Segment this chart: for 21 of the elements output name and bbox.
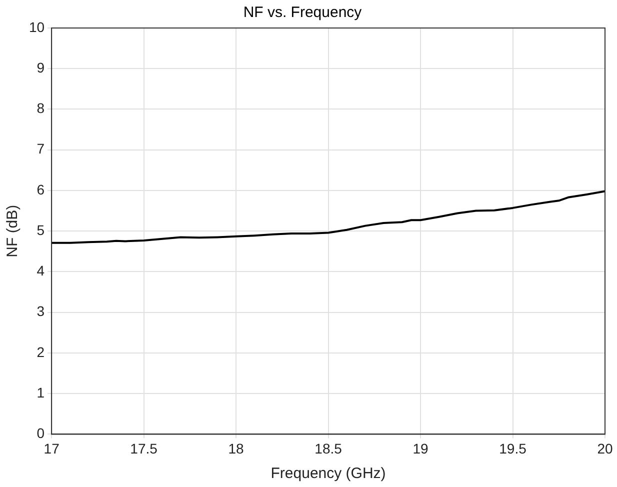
- y-tick-label: 6: [36, 181, 45, 198]
- x-tick-label: 20: [597, 440, 613, 456]
- x-tick-label: 18.5: [314, 440, 342, 456]
- y-tick-label: 3: [36, 303, 45, 320]
- y-tick-label: 0: [36, 425, 45, 442]
- y-tick-label: 1: [36, 384, 45, 400]
- y-tick-label: 5: [36, 222, 45, 238]
- y-tick-label: 8: [36, 100, 45, 116]
- y-tick-label: 9: [36, 59, 45, 76]
- x-tick-label: 19.5: [499, 440, 527, 456]
- x-tick-label: 18: [228, 440, 244, 456]
- x-tick-label: 17: [44, 440, 60, 456]
- x-tick-label: 19: [412, 440, 429, 456]
- y-tick-label: 7: [36, 140, 45, 157]
- y-tick-label: 10: [28, 18, 45, 35]
- y-tick-label: 2: [36, 344, 45, 360]
- y-axis-title: NF (dB): [4, 204, 22, 258]
- chart-title: NF vs. Frequency: [243, 4, 362, 22]
- x-axis-title: Frequency (GHz): [270, 465, 386, 482]
- x-tick-label: 17.5: [130, 440, 158, 456]
- y-tick-label: 4: [36, 262, 45, 279]
